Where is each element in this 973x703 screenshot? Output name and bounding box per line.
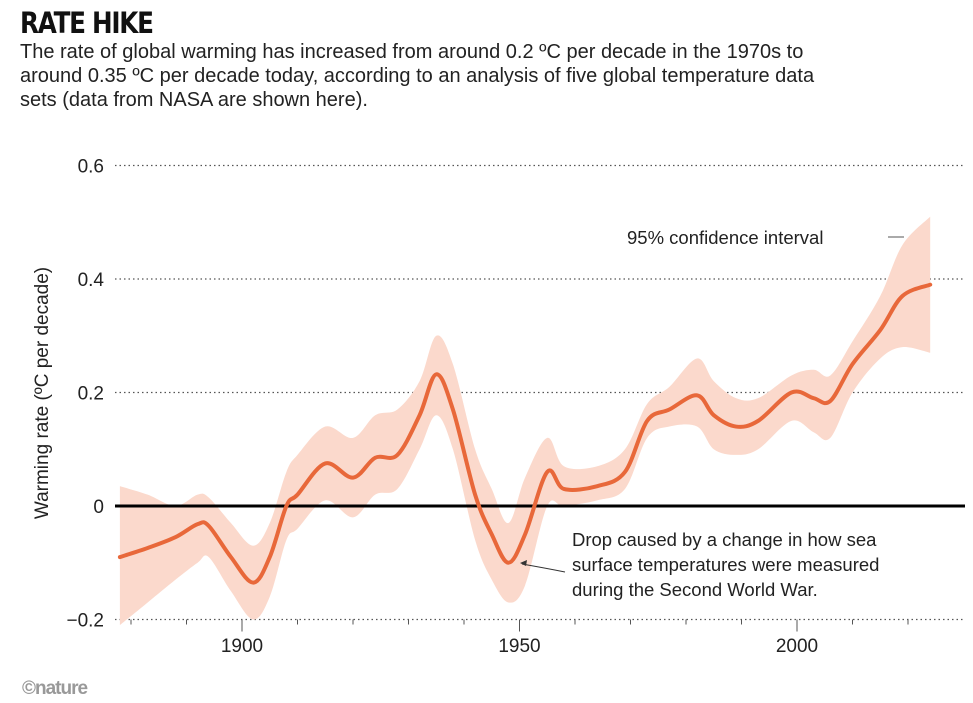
chart-subtitle: The rate of global warming has increased… (20, 41, 815, 111)
y-axis-label: Warming rate (ºC per decade) (32, 267, 53, 519)
chart-title: RATE HIKE (20, 6, 154, 40)
warming-rate-line (117, 282, 933, 585)
y-tick-label: −0.2 (66, 611, 104, 632)
y-tick-label: 0.4 (78, 270, 105, 291)
drop-arrowhead (520, 560, 527, 566)
drop-annotation-line-3: during the Second World War. (572, 579, 818, 600)
y-tick-label: 0.6 (78, 157, 104, 178)
confidence-band (119, 216, 931, 626)
drop-annotation-line-1: Drop caused by a change in how sea (572, 529, 877, 550)
x-tick-label: 1950 (498, 636, 540, 657)
y-tick-label: 0.2 (78, 384, 104, 405)
drop-annotation-line-2: surface temperatures were measured (572, 554, 879, 575)
x-tick-label: 2000 (776, 636, 818, 657)
y-tick-label: 0 (93, 497, 104, 518)
nature-logo: ©nature (22, 678, 88, 699)
ci-annotation: 95% confidence interval (627, 227, 823, 248)
x-tick-label: 1900 (221, 636, 263, 657)
